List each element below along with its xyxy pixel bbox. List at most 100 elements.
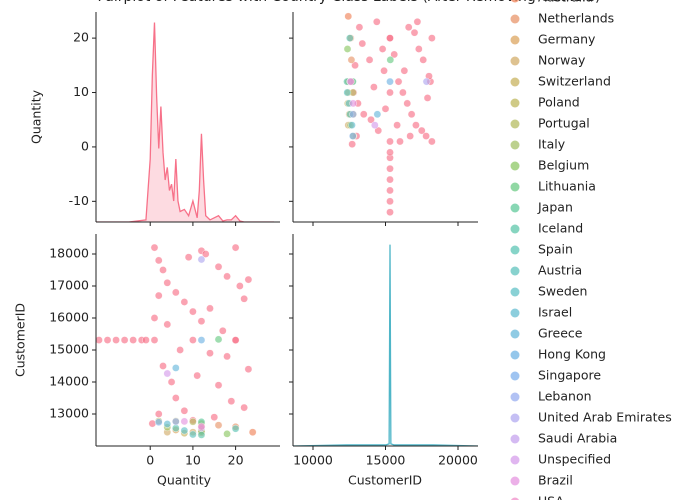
scatter-point: [344, 12, 353, 21]
scatter-point: [218, 326, 227, 335]
legend-label: Lebanon: [538, 389, 592, 404]
scatter-point: [378, 45, 387, 53]
scatter-point: [386, 137, 394, 146]
x-tick-label: 20000: [438, 453, 478, 468]
scatter-point: [386, 56, 395, 64]
legend-marker: [510, 350, 520, 360]
scatter-point: [349, 99, 357, 108]
scatter-point: [159, 266, 167, 274]
x-axis-label: Quantity: [157, 473, 212, 488]
x-axis-label: CustomerID: [348, 473, 422, 488]
legend-marker: [510, 476, 520, 486]
y-axis-label: Quantity: [29, 89, 44, 144]
legend-marker: [510, 119, 520, 129]
scatter-point: [386, 197, 394, 206]
legend-marker: [510, 140, 520, 150]
legend-label: Sweden: [538, 284, 587, 299]
legend-label: Iceland: [538, 221, 583, 236]
legend-marker: [510, 98, 520, 108]
scatter-point: [223, 352, 231, 361]
scatter-point: [167, 378, 176, 386]
panel: [96, 22, 275, 222]
scatter-point: [386, 175, 394, 184]
scatter-point: [197, 422, 206, 431]
scatter-point: [154, 410, 163, 418]
scatter-point: [154, 291, 163, 300]
legend-label: Switzerland: [538, 74, 611, 89]
legend-label: Germany: [538, 32, 596, 47]
y-tick-label: -10: [69, 193, 89, 208]
legend-marker: [510, 14, 520, 24]
scatter-point: [403, 99, 412, 108]
x-tick-label: 0: [146, 453, 154, 468]
y-axis-label: CustomerID: [13, 303, 28, 377]
scatter-point: [223, 272, 231, 281]
scatter-point: [386, 77, 394, 86]
scatter-point: [386, 164, 394, 173]
scatter-point: [358, 39, 367, 48]
x-tick-label: 20: [228, 453, 244, 468]
legend-label: Saudi Arabia: [538, 431, 617, 446]
scatter-point: [394, 77, 403, 86]
scatter-point: [163, 420, 172, 428]
scatter-point: [380, 66, 388, 75]
scatter-point: [348, 140, 356, 149]
kde-line: [96, 22, 275, 222]
legend-marker: [510, 203, 520, 213]
legend-label: Japan: [537, 200, 573, 215]
scatter-point: [150, 336, 159, 344]
scatter-point: [343, 45, 352, 53]
scatter-point: [172, 394, 180, 402]
scatter-point: [154, 418, 163, 426]
scatter-point: [163, 278, 172, 287]
scatter-point: [390, 50, 398, 59]
legend-marker: [510, 161, 520, 171]
scatter-point: [96, 336, 103, 344]
scatter-point: [129, 336, 137, 344]
scatter-point: [240, 294, 248, 303]
scatter-point: [393, 121, 401, 129]
legend-marker: [510, 0, 520, 3]
scatter-point: [355, 23, 364, 32]
scatter-point: [349, 110, 357, 119]
scatter-point: [197, 336, 206, 344]
legend-label: Unspecified: [538, 452, 611, 467]
legend-marker: [510, 56, 520, 66]
scatter-point: [413, 17, 422, 26]
legend-marker: [510, 35, 520, 45]
scatter-point: [410, 28, 419, 37]
scatter-point: [150, 314, 159, 322]
scatter-point: [428, 137, 436, 146]
scatter-point: [399, 88, 407, 97]
y-tick-label: 13000: [49, 406, 89, 421]
scatter-point: [214, 381, 223, 390]
y-tick-label: 16000: [49, 310, 89, 325]
scatter-point: [236, 282, 244, 290]
kde-line: [293, 244, 478, 446]
scatter-point: [365, 56, 374, 64]
legend-marker: [510, 329, 520, 339]
legend-label: Portugal: [538, 116, 590, 131]
legend-label: Spain: [538, 242, 573, 257]
legend-label: Brazil: [538, 473, 573, 488]
legend-label: Austria: [538, 263, 582, 278]
scatter-point: [214, 421, 223, 430]
scatter-point: [193, 371, 201, 380]
scatter-point: [422, 77, 431, 86]
scatter-point: [189, 417, 197, 426]
scatter-point: [400, 66, 409, 75]
scatter-point: [214, 262, 223, 271]
scatter-point: [396, 137, 404, 146]
legend-label: Greece: [538, 326, 583, 341]
y-tick-label: 14000: [49, 374, 89, 389]
panel: [343, 12, 436, 217]
legend-label: Norway: [538, 53, 586, 68]
scatter-point: [343, 88, 352, 97]
scatter-point: [206, 349, 214, 358]
legend-marker: [510, 287, 520, 297]
scatter-point: [367, 115, 375, 124]
scatter-point: [386, 88, 394, 97]
scatter-point: [142, 336, 150, 344]
scatter-point: [172, 424, 180, 432]
legend-label: Hong Kong: [538, 347, 606, 362]
